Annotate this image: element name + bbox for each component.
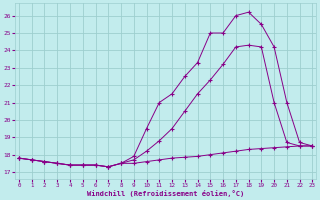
X-axis label: Windchill (Refroidissement éolien,°C): Windchill (Refroidissement éolien,°C) [87,190,244,197]
